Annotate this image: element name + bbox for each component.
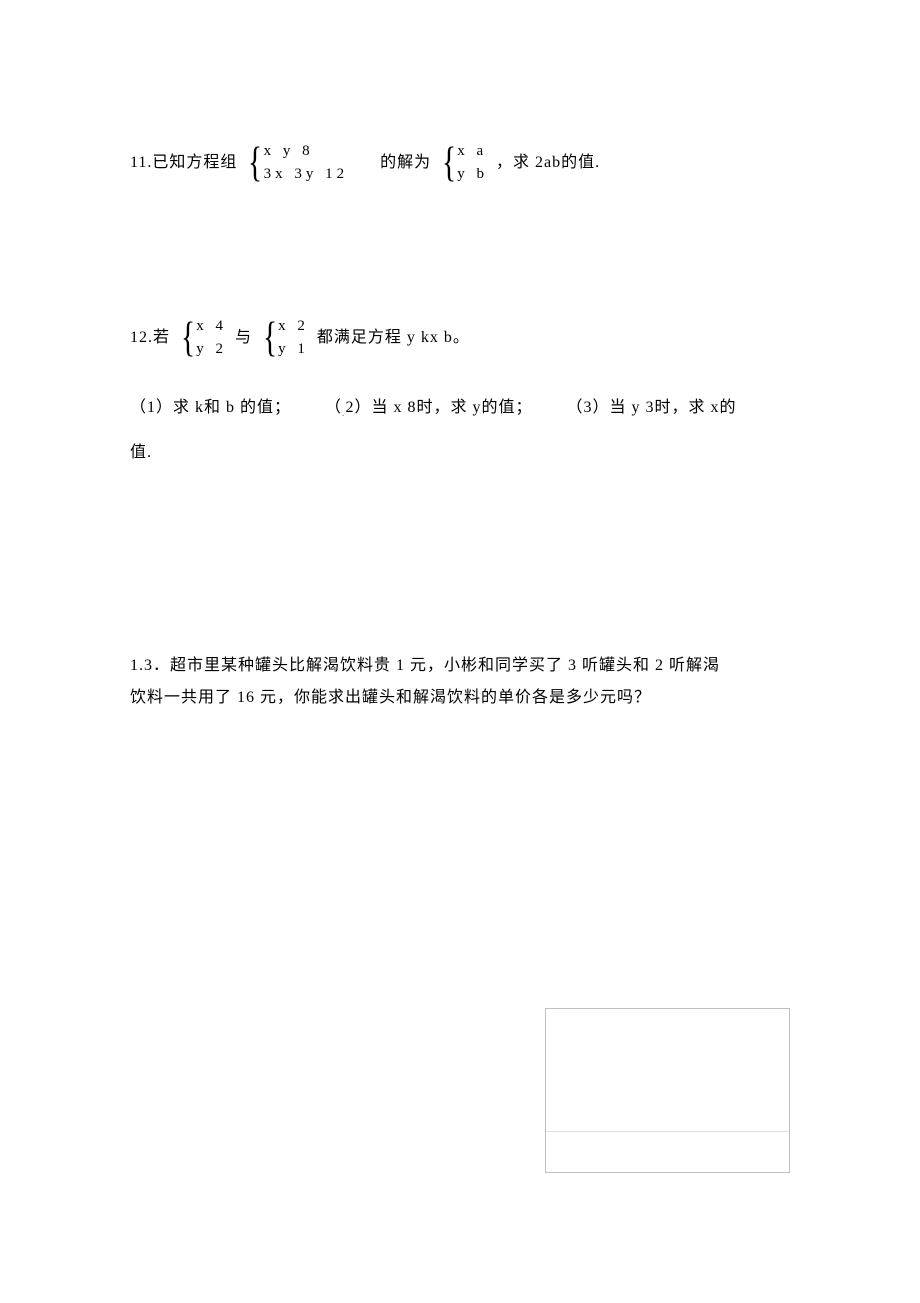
p11-s2-row2: y b bbox=[457, 163, 488, 186]
p11-suffix: ，求 2ab的值. bbox=[496, 145, 600, 180]
left-brace-icon: { bbox=[442, 142, 456, 184]
left-brace-icon: { bbox=[248, 142, 262, 184]
p12-prefix: 12.若 bbox=[130, 320, 170, 355]
p11-mid: 的解为 bbox=[380, 145, 431, 180]
p12-sub3: （3）当 y 3时，求 x的 bbox=[567, 399, 737, 416]
p11-system-2: { x a y b bbox=[439, 140, 488, 185]
left-brace-icon: { bbox=[181, 317, 195, 359]
p11-s1-row2: 3x 3y 12 bbox=[264, 163, 349, 186]
p12-system-1-content: x 4 y 2 bbox=[196, 315, 227, 360]
bottom-box bbox=[545, 1008, 790, 1173]
p13-line2: 饮料一共用了 16 元，你能求出罐头和解渴饮料的单价各是多少元吗？ bbox=[130, 682, 790, 714]
p12-sub-line2: 值. bbox=[130, 435, 790, 470]
problem-13: 1.3．超市里某种罐头比解渴饮料贵 1 元，小彬和同学买了 3 听罐头和 2 听… bbox=[130, 650, 790, 714]
left-brace-icon: { bbox=[263, 317, 277, 359]
box-divider bbox=[546, 1131, 789, 1132]
p12-s1-row1: x 4 bbox=[196, 315, 227, 338]
p12-sub1: （1）求 k和 b 的值； bbox=[130, 399, 291, 416]
problem-11: 11.已知方程组 { x y 8 3x 3y 12 的解为 { x a y b … bbox=[130, 140, 790, 185]
p11-s1-row1: x y 8 bbox=[264, 140, 349, 163]
p12-suffix: 都满足方程 y kx b。 bbox=[317, 320, 470, 355]
p12-mid: 与 bbox=[235, 320, 252, 355]
p11-prefix: 11.已知方程组 bbox=[130, 145, 237, 180]
p12-sub2-open: （ bbox=[325, 399, 342, 416]
p12-system-2-content: x 2 y 1 bbox=[278, 315, 309, 360]
p12-s2-row2: y 1 bbox=[278, 338, 309, 361]
p12-s2-row1: x 2 bbox=[278, 315, 309, 338]
p12-main-line: 12.若 { x 4 y 2 与 { x 2 y 1 都满足方程 y kx b。 bbox=[130, 315, 790, 360]
p12-system-1: { x 4 y 2 bbox=[178, 315, 227, 360]
p12-system-2: { x 2 y 1 bbox=[260, 315, 309, 360]
p12-sub-questions: （1）求 k和 b 的值； （.2）当 x 8时，求 y的值； （3）当 y 3… bbox=[130, 390, 790, 425]
problem-12: 12.若 { x 4 y 2 与 { x 2 y 1 都满足方程 y kx b。… bbox=[130, 315, 790, 470]
p12-s1-row2: y 2 bbox=[196, 338, 227, 361]
p13-line1: 1.3．超市里某种罐头比解渴饮料贵 1 元，小彬和同学买了 3 听罐头和 2 听… bbox=[130, 650, 790, 682]
p11-system-1-content: x y 8 3x 3y 12 bbox=[264, 140, 349, 185]
p11-system-1: { x y 8 3x 3y 12 bbox=[245, 140, 348, 185]
p11-s2-row1: x a bbox=[457, 140, 488, 163]
p12-sub2-rest: 2）当 x 8时，求 y的值； bbox=[346, 399, 533, 416]
p11-system-2-content: x a y b bbox=[457, 140, 488, 185]
